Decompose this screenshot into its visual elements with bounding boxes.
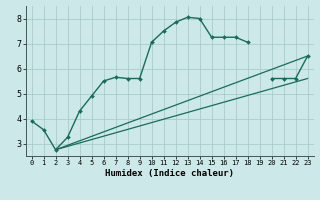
X-axis label: Humidex (Indice chaleur): Humidex (Indice chaleur) xyxy=(105,169,234,178)
